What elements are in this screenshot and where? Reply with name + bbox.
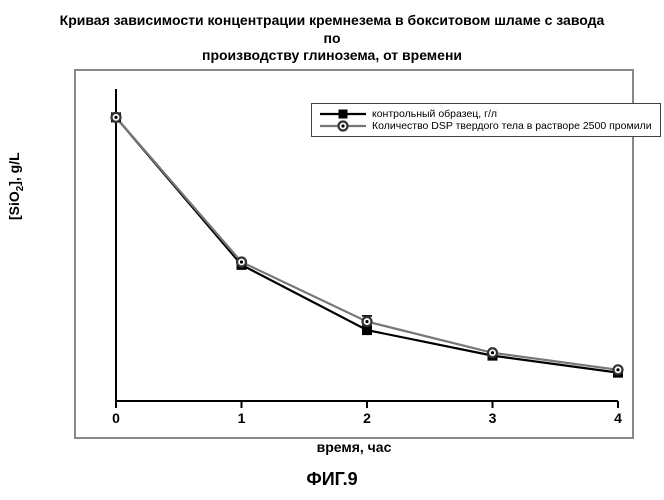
chart-frame: контрольный образец, г/лКоличество DSP т… <box>74 69 634 439</box>
chart-title: Кривая зависимости концентрации кремнезе… <box>52 12 612 65</box>
y-axis-label: [SiO2], g/L <box>6 152 26 220</box>
legend-row: Количество DSP твердого тела в растворе … <box>320 120 652 132</box>
chart-title-line2: производству глинозема, от времени <box>202 47 462 63</box>
legend-swatch <box>320 120 366 132</box>
legend-label: контрольный образец, г/л <box>372 108 497 120</box>
x-tick-label: 3 <box>489 410 497 426</box>
chart-title-line1: Кривая зависимости концентрации кремнезе… <box>60 12 605 46</box>
x-tick-label: 0 <box>112 410 120 426</box>
x-tick-label: 2 <box>363 410 371 426</box>
legend-row: контрольный образец, г/л <box>320 108 652 120</box>
legend-swatch <box>320 108 366 120</box>
chart-legend: контрольный образец, г/лКоличество DSP т… <box>311 103 661 137</box>
x-tick-label: 1 <box>238 410 246 426</box>
figure-label: ФИГ.9 <box>24 469 640 490</box>
x-tick-label: 4 <box>614 410 622 426</box>
legend-label: Количество DSP твердого тела в растворе … <box>372 120 652 132</box>
x-axis-label: время, час <box>74 439 634 455</box>
